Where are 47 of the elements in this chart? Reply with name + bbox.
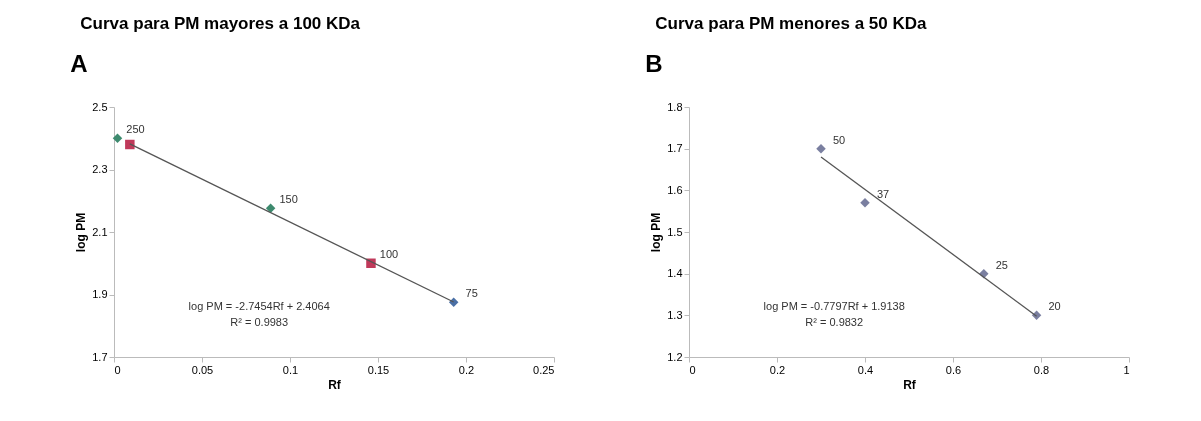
x-tick-label: 0.4	[857, 363, 874, 376]
y-tick-label: 1.4	[667, 267, 683, 280]
text: B	[645, 50, 663, 77]
y-tick-label: 2.3	[92, 163, 108, 175]
x-tick-label: 0	[689, 363, 696, 376]
text: A	[70, 50, 88, 77]
point	[112, 133, 123, 143]
y-tick-label: 1.2	[667, 350, 683, 363]
x-tick-label: 0	[114, 363, 121, 376]
x-tick-label: 0.6	[945, 363, 962, 376]
annotation: log PM = -2.7454Rf + 2.4064	[188, 300, 330, 312]
x-axis-title: Rf	[328, 377, 342, 392]
x-tick-label: 0.25	[533, 363, 555, 376]
y-tick-label: 1.7	[667, 142, 683, 155]
annotation: 37	[876, 187, 890, 200]
annotation: 100	[379, 248, 399, 261]
annotation: 75	[465, 287, 478, 300]
x-tick-label: 1	[1123, 363, 1130, 376]
y-tick-label: 2.5	[92, 100, 108, 113]
annotation: 150	[279, 193, 298, 206]
x-tick-label: 0.2	[458, 363, 475, 376]
point	[816, 143, 826, 154]
point	[265, 203, 276, 213]
x-tick-label: 0.1	[282, 363, 299, 376]
y-tick-label: 1.7	[92, 350, 108, 363]
x-axis-title: Rf	[903, 377, 917, 392]
y-tick-label: 1.8	[667, 100, 683, 113]
chart-title: Curva para PM mayores a 100 KDa	[80, 14, 361, 33]
y-tick-label: 1.6	[667, 183, 683, 196]
x-tick-label: 0.8	[1033, 363, 1050, 376]
y-tick-label: 1.9	[92, 288, 108, 300]
annotation: 20	[1048, 300, 1061, 313]
annotation: 25	[995, 258, 1008, 271]
annotation: 250	[126, 123, 145, 136]
y-tick-label: 1.3	[667, 308, 683, 321]
chart-title: Curva para PM menores a 50 KDa	[655, 14, 928, 33]
annotation: 50	[832, 133, 846, 146]
x-tick-label: 0.15	[367, 363, 390, 376]
y-tick-label: 1.5	[667, 225, 683, 238]
y-tick-label: 2.1	[92, 225, 108, 238]
x-tick-label: 0.05	[191, 363, 214, 376]
x-tick-label: 0.2	[769, 363, 786, 376]
annotation: R² = 0.9832	[805, 316, 864, 328]
y-axis-title: log PM	[74, 212, 89, 253]
annotation: log PM = -0.7797Rf + 1.9138	[763, 300, 905, 312]
annotation: R² = 0.9983	[230, 316, 289, 328]
y-axis-title: log PM	[649, 212, 664, 253]
